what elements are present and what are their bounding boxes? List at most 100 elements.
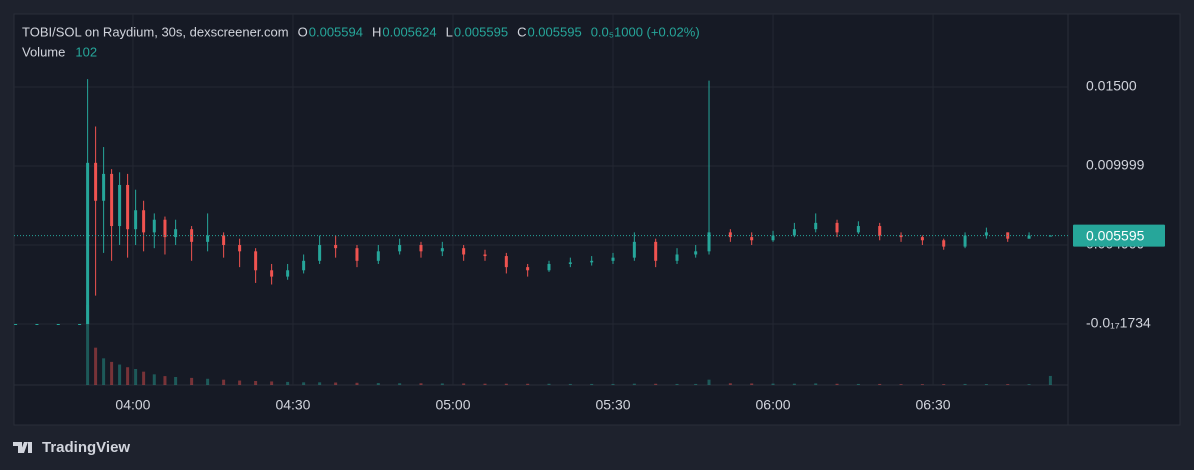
x-tick-label: 05:00 — [435, 397, 470, 413]
close-label: C — [517, 24, 526, 39]
volume-bar — [984, 384, 988, 385]
volume-bar — [355, 382, 359, 385]
last-price-label: 0.005595 — [1086, 227, 1145, 243]
change-value: 0.0₅1000 (+0.02%) — [591, 24, 700, 39]
candles — [14, 79, 1068, 325]
volume-bar — [963, 383, 967, 385]
volume-bar — [792, 383, 796, 385]
volume-bar — [270, 381, 274, 385]
candle-body — [206, 235, 210, 242]
volume-bar — [1048, 375, 1052, 385]
volume-bar — [190, 377, 194, 385]
candle-body — [318, 245, 322, 261]
candle-body — [750, 237, 754, 241]
candle-body — [856, 226, 860, 233]
candle-body — [728, 232, 732, 238]
volume-bar — [254, 381, 258, 385]
volume-bar — [526, 383, 530, 385]
volume-bar — [238, 380, 242, 385]
volume-bar — [206, 378, 210, 385]
candle-body — [984, 232, 988, 236]
volume-bar — [568, 383, 572, 385]
volume-bar — [483, 383, 487, 385]
candle-body — [86, 162, 90, 324]
candle-body — [302, 260, 306, 271]
volume-bar — [376, 383, 380, 385]
volume-bar — [419, 383, 423, 385]
candle-body — [707, 232, 711, 252]
candle-body — [78, 323, 82, 325]
candle-body — [270, 270, 274, 277]
candle-body — [792, 229, 796, 236]
volume-bar — [1027, 384, 1031, 385]
candle-body — [126, 184, 130, 230]
volume-bar — [398, 383, 402, 385]
candle-body — [675, 254, 679, 261]
volume-bar — [163, 376, 167, 385]
volume-bar — [632, 383, 636, 385]
high-label: H — [372, 24, 381, 39]
open-label: O — [298, 24, 308, 39]
volume-label: Volume — [22, 44, 65, 59]
x-tick-label: 04:00 — [115, 397, 150, 413]
candle-body — [174, 229, 178, 238]
x-tick-label: 06:00 — [756, 397, 791, 413]
candle-body — [440, 248, 444, 252]
volume-value: 102 — [75, 44, 97, 59]
logo: TradingView — [13, 439, 130, 456]
candle-body — [238, 245, 242, 252]
volume-bar — [102, 358, 106, 385]
candle-body — [102, 173, 106, 201]
candle-body — [920, 237, 924, 241]
symbol-title: TOBI/SOL on Raydium, 30s, dexscreener.co… — [22, 24, 289, 39]
low-label: L — [446, 24, 453, 39]
candle-body — [590, 260, 594, 263]
volume-bar — [750, 383, 754, 385]
volume-bar — [152, 374, 156, 385]
volume-bar — [440, 383, 444, 385]
candle-body — [878, 226, 882, 236]
candle-body — [35, 323, 39, 325]
volume-bar — [94, 347, 98, 385]
candle-body — [654, 241, 658, 261]
candle-body — [694, 251, 698, 255]
volume-bar — [707, 379, 711, 385]
candle-body — [286, 270, 290, 277]
candle-body — [118, 184, 122, 227]
volume-bar — [694, 383, 698, 385]
candle-body — [134, 210, 138, 230]
candle-body — [334, 245, 338, 249]
grid — [14, 14, 1068, 385]
volume-bar — [654, 383, 658, 385]
candle-body — [376, 251, 380, 261]
candle-body — [222, 235, 226, 246]
x-tick-label: 06:30 — [916, 397, 951, 413]
candle-body — [483, 254, 487, 257]
candle-body — [942, 240, 946, 247]
volume-bar — [899, 384, 903, 385]
high-value: 0.005624 — [382, 24, 436, 39]
volume-bar — [86, 305, 90, 385]
volume-bar — [942, 384, 946, 385]
candle-body — [355, 248, 359, 261]
volume-bar — [302, 382, 306, 385]
candle-body — [526, 267, 530, 271]
volume-bar — [590, 383, 594, 385]
candle-body — [814, 222, 818, 230]
candle-body — [163, 219, 167, 238]
volume-bar — [771, 383, 775, 385]
candle-body — [1027, 235, 1031, 239]
volume-bar — [814, 383, 818, 385]
y-tick-label: 0.01500 — [1086, 78, 1137, 94]
volume-bar — [547, 383, 551, 385]
candle-body — [611, 257, 615, 261]
volume-bar — [504, 383, 508, 385]
y-tick-label: 0.009999 — [1086, 157, 1145, 173]
volume-bar — [142, 371, 146, 385]
volume-bar — [856, 383, 860, 385]
volume-bar — [675, 383, 679, 385]
last-price-box — [1073, 224, 1165, 247]
